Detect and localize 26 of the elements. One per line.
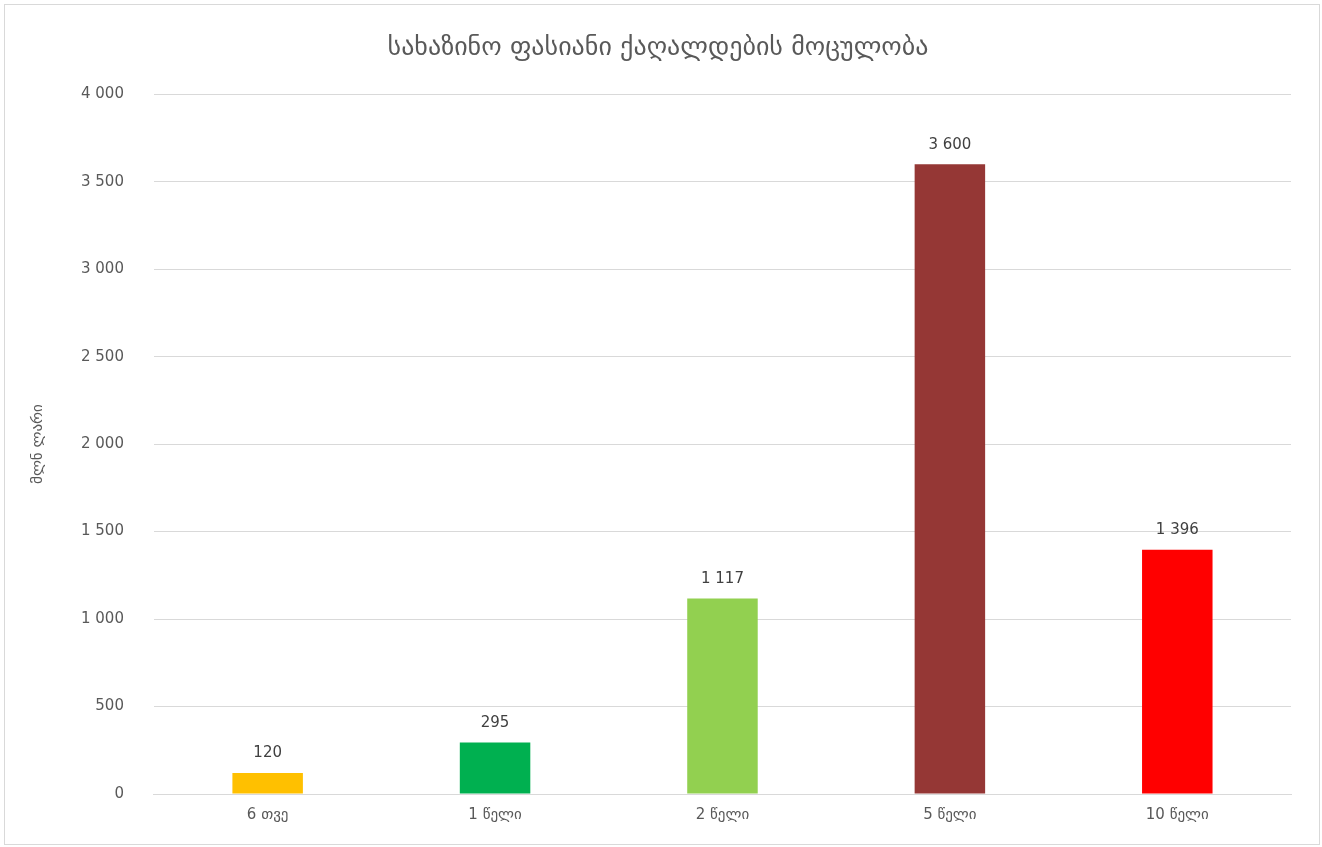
y-tick-label: 1 000 xyxy=(80,608,124,627)
x-tick-label: 2 წელი xyxy=(695,804,750,823)
data-label: 1 396 xyxy=(1155,520,1199,539)
bar xyxy=(687,598,758,794)
y-tick-label: 3 500 xyxy=(80,171,124,190)
x-tick-label: 10 წელი xyxy=(1145,804,1210,823)
y-tick-label: 4 000 xyxy=(80,84,124,103)
y-axis-title: მლნ ლარი xyxy=(27,404,46,484)
bar xyxy=(232,773,303,794)
data-label: 295 xyxy=(480,712,510,731)
data-label: 3 600 xyxy=(928,134,972,153)
y-tick-label: 500 xyxy=(95,696,124,715)
chart-title: სახაზინო ფასიანი ქაღალდების მოცულობა xyxy=(387,31,929,62)
data-label: 1 117 xyxy=(700,568,744,587)
bar xyxy=(1142,549,1213,794)
y-tick-label: 1 500 xyxy=(80,521,124,540)
x-tick-label: 5 წელი xyxy=(923,804,977,823)
bar xyxy=(459,742,531,794)
x-tick-label: 6 თვე xyxy=(246,804,289,823)
y-tick-label: 0 xyxy=(114,783,124,802)
data-label: 120 xyxy=(253,743,282,762)
y-tick-label: 2 000 xyxy=(80,433,124,452)
x-tick-label: 1 წელი xyxy=(468,804,522,823)
y-tick-label: 2 500 xyxy=(80,346,124,365)
bar xyxy=(914,164,986,794)
y-tick-label: 3 000 xyxy=(80,259,124,278)
